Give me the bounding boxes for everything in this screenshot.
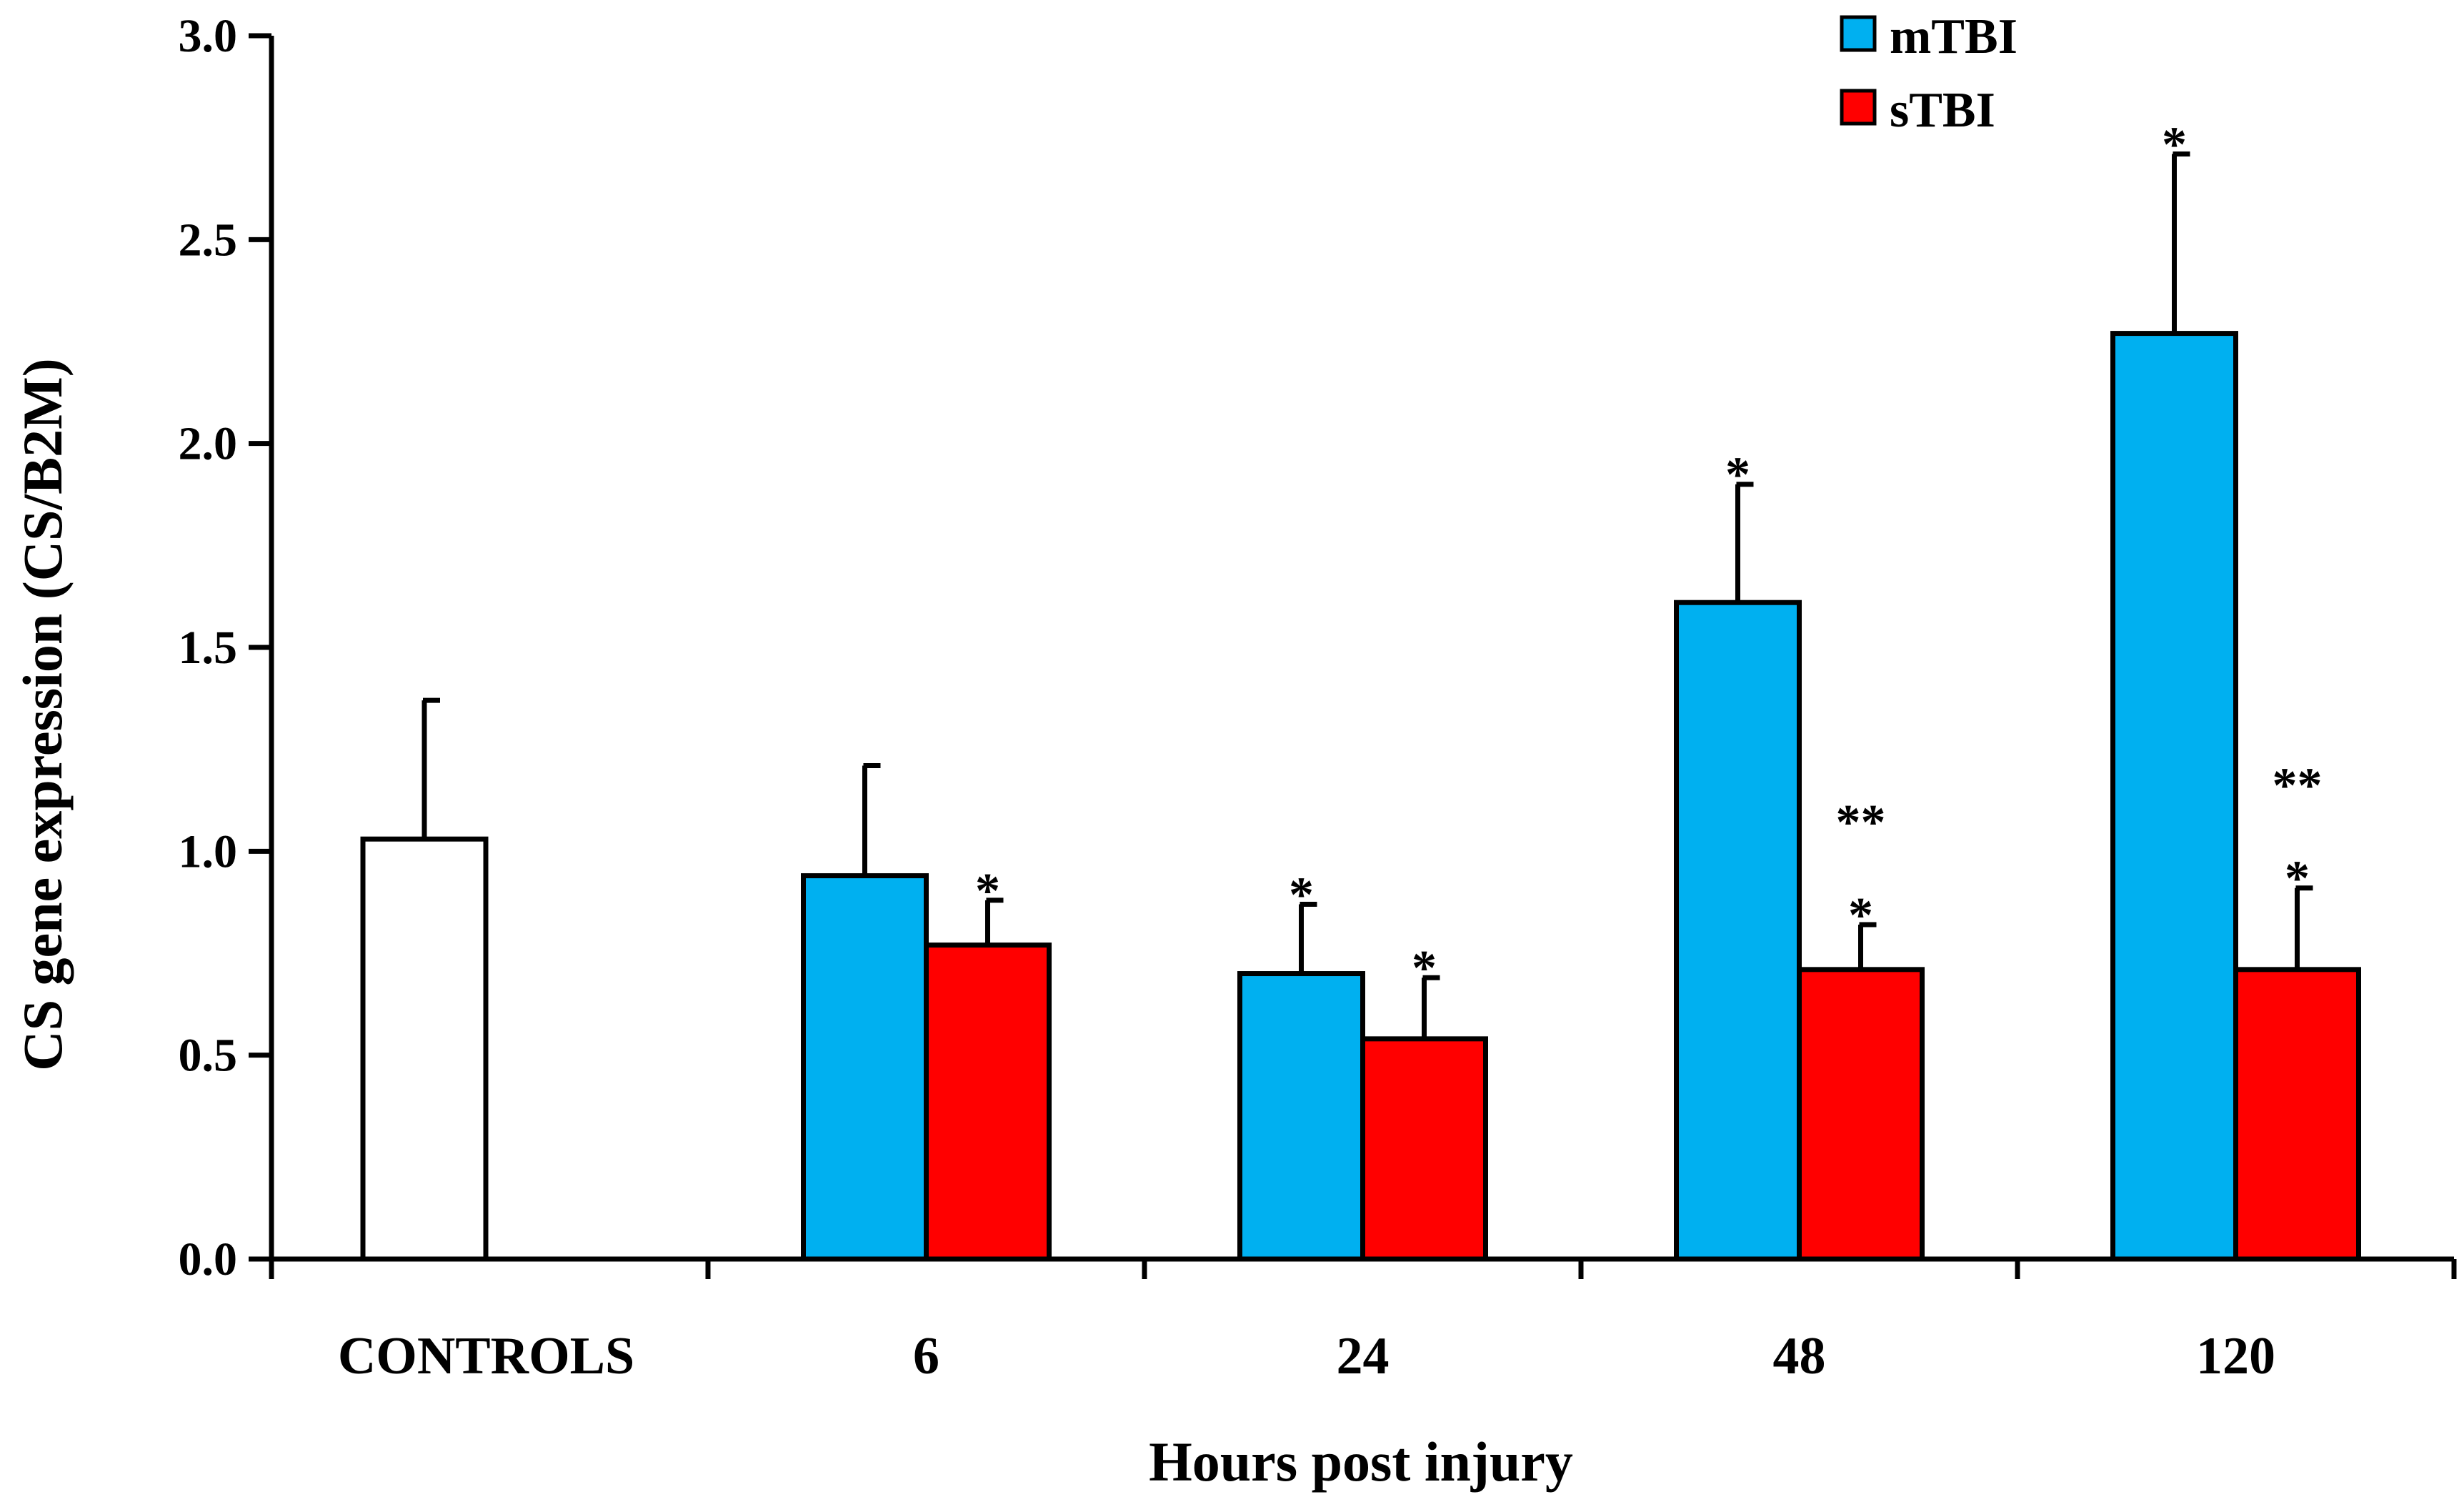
legend-label: sTBI bbox=[1890, 83, 1995, 138]
legend: mTBI sTBI bbox=[1840, 9, 2017, 138]
significance-marker: * bbox=[1289, 868, 1314, 923]
x-tick-label: CONTROLS bbox=[338, 1327, 634, 1386]
significance-marker: ** bbox=[1836, 795, 1886, 850]
bar-stbi-24 bbox=[1360, 1036, 1488, 1262]
significance-marker: * bbox=[975, 864, 1000, 919]
error-bar-mtbi-48 bbox=[1735, 482, 1754, 603]
legend-item-stbi: sTBI bbox=[1840, 83, 1995, 138]
y-tick-label: 1.5 bbox=[179, 622, 238, 674]
x-tick-label: 6 bbox=[913, 1327, 939, 1386]
y-tick-label: 2.0 bbox=[179, 418, 238, 470]
error-bar-stbi-24 bbox=[1422, 975, 1440, 1039]
bar-mtbi-48 bbox=[1674, 600, 1802, 1262]
bar-mtbi-6 bbox=[801, 873, 929, 1262]
error-bar-mtbi-24 bbox=[1299, 902, 1317, 974]
significance-marker: * bbox=[2162, 117, 2187, 172]
error-bar-mtbi-6 bbox=[862, 762, 881, 876]
significance-marker: * bbox=[2285, 852, 2310, 907]
y-tick-label: 0.5 bbox=[179, 1030, 238, 1082]
error-bar-stbi-120 bbox=[2295, 885, 2313, 970]
y-tick-label: 1.0 bbox=[179, 825, 238, 877]
bar-mtbi-24 bbox=[1237, 971, 1365, 1262]
legend-item-mtbi: mTBI bbox=[1840, 9, 2017, 64]
x-tick-label: 48 bbox=[1773, 1327, 1826, 1386]
x-axis-title: Hours post injury bbox=[1149, 1431, 1573, 1493]
bar-controls-controls bbox=[360, 836, 489, 1262]
bars-layer bbox=[360, 331, 2361, 1262]
error-bar-stbi-6 bbox=[985, 897, 1004, 945]
legend-swatch bbox=[1840, 15, 1877, 52]
significance-marker: ** bbox=[2273, 759, 2323, 814]
error-bars-layer bbox=[422, 151, 2313, 1039]
bar-stbi-120 bbox=[2233, 967, 2361, 1262]
y-tick-label: 0.0 bbox=[179, 1233, 238, 1285]
error-bar-mtbi-120 bbox=[2172, 151, 2190, 334]
legend-swatch bbox=[1840, 89, 1877, 126]
y-tick-label: 2.5 bbox=[179, 214, 238, 266]
significance-marker: * bbox=[1725, 448, 1750, 503]
error-bar-controls-controls bbox=[422, 697, 440, 840]
y-axis-title: CS gene expression (CS/B2M) bbox=[11, 358, 74, 1070]
significance-layer: * ********** bbox=[975, 117, 2323, 996]
significance-marker: * bbox=[1412, 941, 1437, 996]
bar-stbi-6 bbox=[924, 943, 1052, 1262]
legend-label: mTBI bbox=[1890, 9, 2017, 64]
axes-layer: 0.0 0.5 1.0 1.5 2.0 2.5 3.0 CONTROLS 6 24 48 120 bbox=[179, 10, 2457, 1386]
significance-marker: * bbox=[1848, 888, 1873, 943]
error-bar-stbi-48 bbox=[1858, 922, 1877, 970]
y-tick-label: 3.0 bbox=[179, 10, 238, 62]
bar-mtbi-120 bbox=[2110, 331, 2238, 1262]
bar-stbi-48 bbox=[1797, 967, 1925, 1262]
x-tick-label: 120 bbox=[2196, 1327, 2275, 1386]
x-tick-label: 24 bbox=[1337, 1327, 1390, 1386]
